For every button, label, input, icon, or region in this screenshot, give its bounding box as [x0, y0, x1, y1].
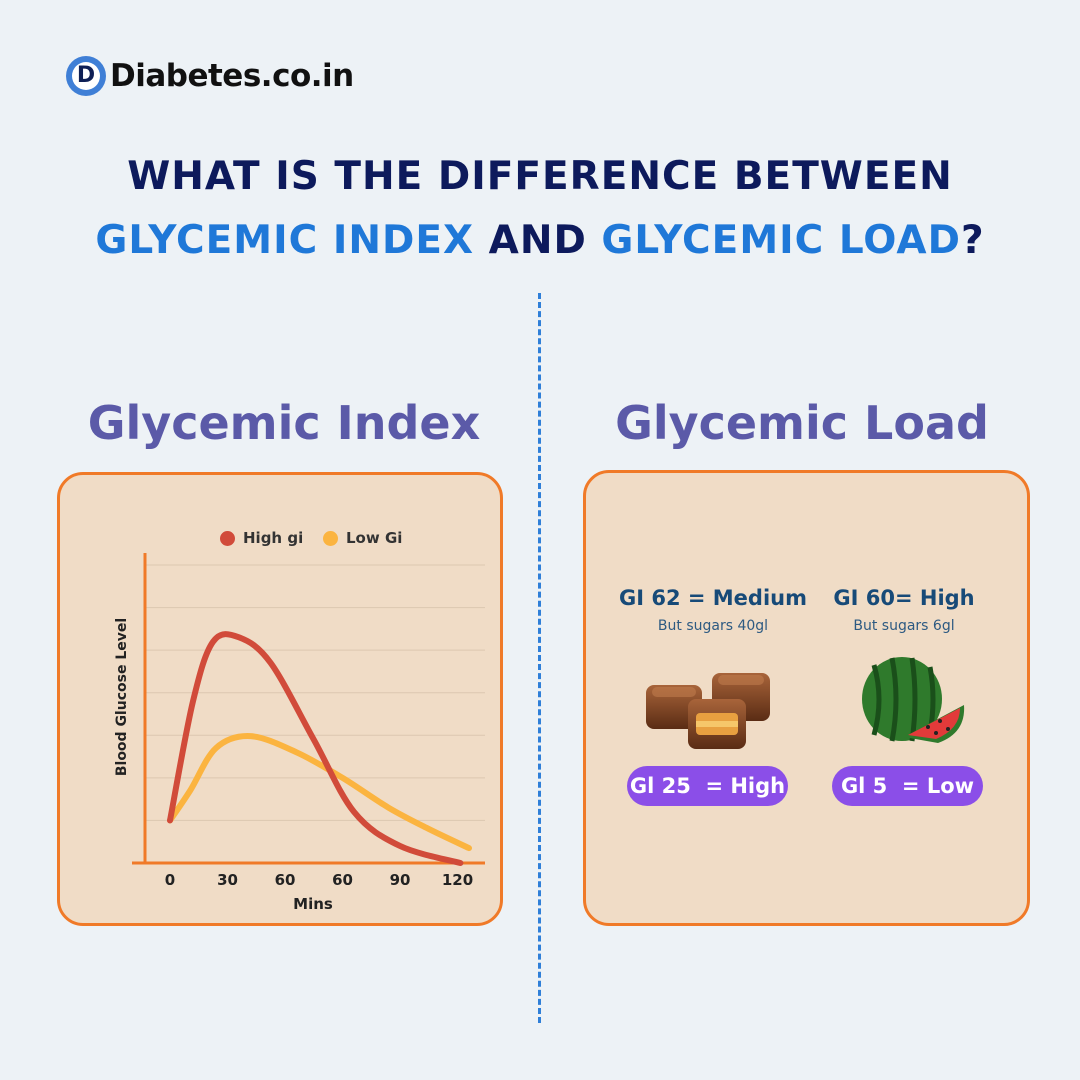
headline-glycemic-load: GLYCEMIC LOAD: [601, 218, 961, 263]
glycemic-index-panel: High gi Low Gi 0 30 60 60 90 120 Mins Blood G…: [57, 472, 503, 926]
legend-low-gi-label: Low Gi: [346, 529, 403, 547]
glycemic-load-panel: GI 62 = Medium But sugars 40gl GI 60= Hi…: [583, 470, 1030, 926]
legend-high-gi-swatch: [220, 530, 235, 546]
food-card-chocolate: GI 62 = Medium But sugars 40gl: [613, 586, 813, 634]
headline-and: AND: [474, 218, 602, 263]
y-axis-label: Blood Glucose Level: [114, 618, 130, 776]
headline-line-1: WHAT IS THE DIFFERENCE BETWEEN: [127, 154, 953, 199]
x-tick-label: 0: [165, 871, 175, 889]
x-tick-label: 90: [390, 871, 411, 889]
brand-name: Diabetes.co.in: [110, 58, 354, 94]
food-card-watermelon: GI 60= High But sugars 6gl: [804, 586, 1004, 634]
legend-low-gi: Low Gi: [323, 529, 402, 547]
headline-question-mark: ?: [960, 218, 985, 263]
x-tick-label: 60: [332, 871, 353, 889]
glycemic-index-title: Glycemic Index: [87, 396, 481, 450]
headline-line-2: GLYCEMIC INDEX AND GLYCEMIC LOAD?: [0, 218, 1080, 263]
glucose-response-chart: 0 30 60 60 90 120 Mins Blood Glucose Level: [114, 553, 485, 913]
brand-mark-letter: D: [72, 62, 100, 90]
chocolate-gl-badge: Gl 25 = High: [627, 766, 788, 806]
center-divider: [538, 293, 541, 1023]
watermelon-sugar-text: But sugars 6gl: [853, 618, 955, 634]
legend-high-gi-label: High gi: [243, 529, 304, 547]
headline-glycemic-index: GLYCEMIC INDEX: [95, 218, 475, 263]
watermelon-gi-text: GI 60= High: [833, 586, 975, 610]
x-tick-label: 30: [217, 871, 238, 889]
brand-mark-icon: D: [66, 56, 106, 96]
chocolate-gi-text: GI 62 = Medium: [618, 586, 807, 610]
brand-logo: D Diabetes.co.in: [66, 56, 354, 96]
series-low-gi-line: [167, 733, 472, 852]
series-high-gi-line: [167, 631, 464, 866]
chocolate-sugar-text: But sugars 40gl: [657, 618, 769, 634]
legend-low-gi-swatch: [323, 530, 338, 546]
x-tick-label: 120: [442, 871, 473, 889]
x-tick-label: 60: [275, 871, 296, 889]
x-axis-label: Mins: [293, 895, 333, 913]
glycemic-load-title: Glycemic Load: [615, 396, 989, 450]
watermelon-icon: [862, 657, 965, 743]
legend-high-gi: High gi: [220, 529, 303, 547]
chocolate-candy-icon: [646, 673, 770, 749]
watermelon-gl-badge: Gl 5 = Low: [832, 766, 983, 806]
